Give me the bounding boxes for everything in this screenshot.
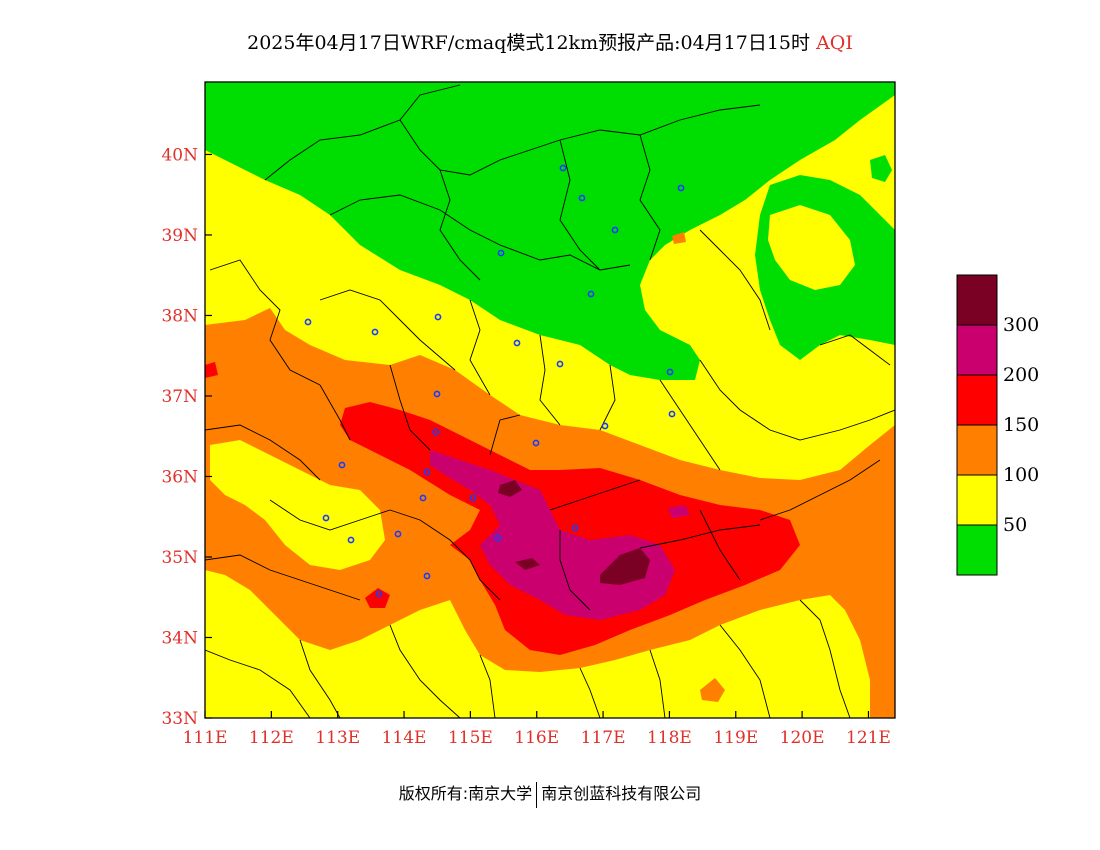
- aqi-hazardous-spot-w: [515, 558, 540, 570]
- city-marker: [419, 494, 427, 502]
- footer-separator: [536, 781, 538, 808]
- lat-tick-label: 35N: [161, 548, 198, 568]
- lon-tick-label: 120E: [780, 728, 825, 748]
- lon-tick-label: 119E: [713, 728, 758, 748]
- aqi-hazardous-core: [600, 548, 650, 585]
- lat-tick-label: 36N: [161, 467, 198, 487]
- lat-tick-label: 39N: [161, 226, 198, 246]
- legend-label: 300: [1003, 314, 1039, 336]
- aqi-moderate-east-pocket: [768, 205, 855, 290]
- city-marker: [571, 524, 579, 532]
- latitude-axis: 33N 34N 35N 36N 37N 38N 39N 40N: [161, 145, 212, 729]
- city-marker: [394, 530, 402, 538]
- copyright-left: 版权所有:南京大学: [398, 784, 533, 803]
- legend-label: 50: [1003, 514, 1027, 536]
- aqi-good-region: [205, 82, 895, 380]
- city-marker: [513, 339, 521, 347]
- lon-tick-label: 115E: [448, 728, 493, 748]
- city-marker: [666, 368, 674, 376]
- city-marker: [677, 184, 685, 192]
- longitude-axis: 111E 112E 113E 114E 115E 116E 117E 118E 119E 120E…: [183, 711, 891, 748]
- city-marker: [432, 428, 440, 436]
- legend-swatch: [956, 424, 998, 476]
- city-marker: [338, 461, 346, 469]
- copyright-footer: 版权所有:南京大学 南京创蓝科技有限公司: [0, 780, 1100, 808]
- city-marker: [347, 536, 355, 544]
- map-title: 2025年04月17日WRF/cmaq模式12km预报产品:04月17日15时 …: [0, 28, 1100, 55]
- legend-swatch: [956, 474, 998, 526]
- aqi-moderate-southwest: [205, 595, 310, 718]
- city-markers: [304, 164, 685, 598]
- legend-label: 150: [1003, 414, 1039, 436]
- lat-tick-label: 37N: [161, 387, 198, 407]
- lat-tick-label: 40N: [161, 145, 198, 165]
- city-marker: [578, 194, 586, 202]
- lat-tick-label: 33N: [161, 709, 198, 729]
- city-marker: [433, 390, 441, 398]
- legend-swatch: [956, 524, 998, 576]
- map-frame: [204, 81, 896, 719]
- lon-tick-label: 114E: [382, 728, 427, 748]
- legend-swatch: [956, 274, 998, 326]
- title-main: 2025年04月17日WRF/cmaq模式12km预报产品:04月17日15时: [247, 32, 811, 54]
- city-marker: [532, 439, 540, 447]
- lon-tick-label: 112E: [249, 728, 294, 748]
- aqi-red-spot-w: [205, 362, 218, 378]
- lon-tick-label: 111E: [183, 728, 228, 748]
- aqi-magenta-spot: [668, 505, 690, 518]
- city-marker: [556, 360, 564, 368]
- city-marker: [601, 422, 609, 430]
- city-marker: [668, 410, 676, 418]
- city-marker: [322, 514, 330, 522]
- aqi-legend: 300 200 150 100 50: [956, 274, 1039, 576]
- legend-swatch: [956, 324, 998, 376]
- city-marker: [371, 328, 379, 336]
- legend-label: 100: [1003, 464, 1039, 486]
- copyright-right: 南京创蓝科技有限公司: [541, 784, 702, 803]
- city-marker: [423, 572, 431, 580]
- lat-tick-label: 34N: [161, 628, 198, 648]
- city-marker: [304, 318, 312, 326]
- lon-tick-label: 116E: [514, 728, 559, 748]
- aqi-red-spot-sw: [365, 588, 390, 608]
- lat-tick-label: 38N: [161, 306, 198, 326]
- lon-tick-label: 118E: [647, 728, 692, 748]
- city-marker: [611, 226, 619, 234]
- city-marker: [434, 313, 442, 321]
- lon-tick-label: 117E: [581, 728, 626, 748]
- legend-swatch: [956, 374, 998, 426]
- aqi-good-island: [870, 155, 892, 182]
- legend-label: 200: [1003, 364, 1039, 386]
- city-marker: [559, 164, 567, 172]
- title-variable: AQI: [816, 32, 853, 54]
- aqi-hazardous-spot-n: [498, 480, 522, 497]
- city-marker: [494, 534, 502, 542]
- city-marker: [587, 290, 595, 298]
- aqi-orange-north-spot: [672, 232, 686, 244]
- city-marker: [469, 494, 477, 502]
- boundary-lines: [205, 84, 895, 718]
- city-marker: [375, 590, 383, 598]
- aqi-field: [205, 82, 895, 718]
- city-marker: [497, 249, 505, 257]
- aqi-orange-southeast-blob: [700, 678, 725, 702]
- lon-tick-label: 113E: [315, 728, 360, 748]
- city-marker: [423, 468, 431, 476]
- lon-tick-label: 121E: [846, 728, 891, 748]
- aqi-moderate-west-pocket: [210, 440, 385, 570]
